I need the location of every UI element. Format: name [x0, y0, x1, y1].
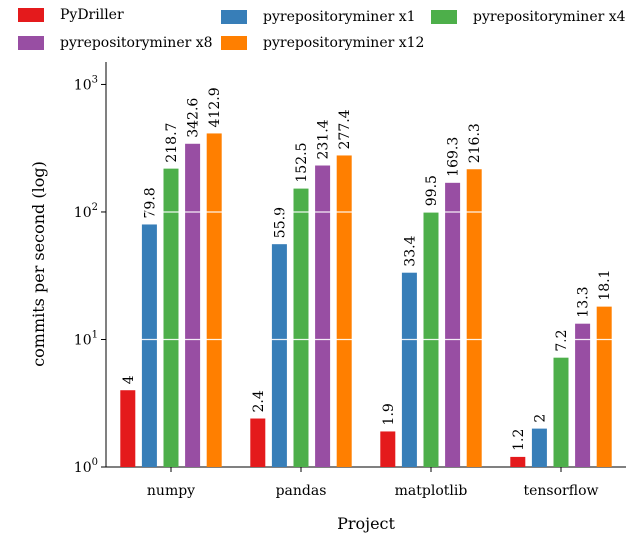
legend-label: PyDriller — [60, 7, 124, 23]
legend-item: pyrepositoryminer x8 — [18, 33, 213, 53]
y-tick-label: 100 — [74, 457, 98, 476]
data-label: 55.9 — [272, 207, 288, 238]
data-label: 33.4 — [402, 235, 418, 266]
data-label: 342.6 — [186, 98, 202, 138]
y-tick-base: 10 — [74, 205, 92, 221]
data-label: 152.5 — [294, 143, 310, 183]
legend-swatch — [18, 8, 44, 22]
legend-swatch — [431, 10, 457, 24]
data-label: 216.3 — [467, 123, 483, 163]
y-tick-base: 10 — [74, 332, 92, 348]
data-label: 79.8 — [142, 187, 158, 218]
y-tick-exponent: 3 — [92, 74, 98, 85]
x-tick-label: numpy — [147, 483, 195, 499]
bar — [445, 182, 461, 467]
bar — [206, 133, 222, 467]
legend-label: pyrepositoryminer x1 — [263, 9, 416, 25]
data-label: 231.4 — [316, 119, 332, 159]
data-label: 1.2 — [511, 429, 527, 451]
legend-swatch — [221, 10, 247, 24]
bar — [553, 357, 569, 467]
x-tick-label: tensorflow — [524, 483, 599, 499]
x-tick-label: pandas — [276, 483, 327, 499]
legend-label: pyrepositoryminer x12 — [263, 35, 425, 51]
y-axis-label: commits per second (log) — [29, 161, 48, 367]
data-label: 13.3 — [576, 287, 592, 318]
x-axis-label: Project — [337, 514, 395, 533]
legend-item: pyrepositoryminer x12 — [221, 33, 424, 53]
data-label: 277.4 — [337, 109, 353, 149]
data-label: 7.2 — [554, 329, 570, 351]
y-tick-exponent: 0 — [92, 457, 98, 468]
bar — [271, 244, 287, 467]
data-label: 412.9 — [207, 87, 223, 127]
data-label: 99.5 — [424, 175, 440, 206]
y-tick-base: 10 — [74, 460, 92, 476]
x-tick-label: matplotlib — [395, 483, 468, 499]
bar — [163, 168, 179, 467]
y-tick-label: 103 — [74, 74, 98, 93]
bar — [120, 390, 136, 467]
legend-swatch — [221, 36, 247, 50]
y-tick-base: 10 — [74, 77, 92, 93]
y-tick-exponent: 2 — [92, 202, 98, 213]
y-tick-label: 101 — [74, 329, 98, 348]
bar — [401, 272, 417, 467]
bar — [141, 224, 157, 467]
legend-item: PyDriller — [18, 5, 124, 25]
bar — [466, 169, 482, 467]
data-label: 218.7 — [164, 123, 180, 163]
data-label: 2.4 — [251, 390, 267, 412]
data-label: 169.3 — [446, 137, 462, 177]
bar — [380, 431, 396, 467]
bar — [575, 323, 591, 467]
bar — [510, 456, 526, 467]
bar — [293, 188, 309, 467]
bar — [185, 143, 201, 468]
data-label: 18.1 — [597, 269, 613, 300]
y-tick-exponent: 1 — [92, 329, 98, 340]
legend-label: pyrepositoryminer x8 — [60, 35, 213, 51]
bar — [596, 306, 612, 467]
legend-label: pyrepositoryminer x4 — [473, 9, 626, 25]
data-label: 4 — [121, 375, 137, 384]
bar — [250, 418, 266, 467]
y-tick-label: 102 — [74, 202, 98, 221]
data-label: 2 — [532, 414, 548, 423]
legend: PyDriller pyrepositoryminer x1 pyrepositor… — [0, 0, 639, 56]
legend-swatch — [18, 36, 44, 50]
legend-item: pyrepositoryminer x4 — [431, 7, 626, 27]
data-label: 1.9 — [381, 403, 397, 425]
legend-item: pyrepositoryminer x1 — [221, 7, 416, 27]
bar — [531, 428, 547, 467]
bar — [315, 165, 331, 467]
bar — [336, 155, 352, 467]
